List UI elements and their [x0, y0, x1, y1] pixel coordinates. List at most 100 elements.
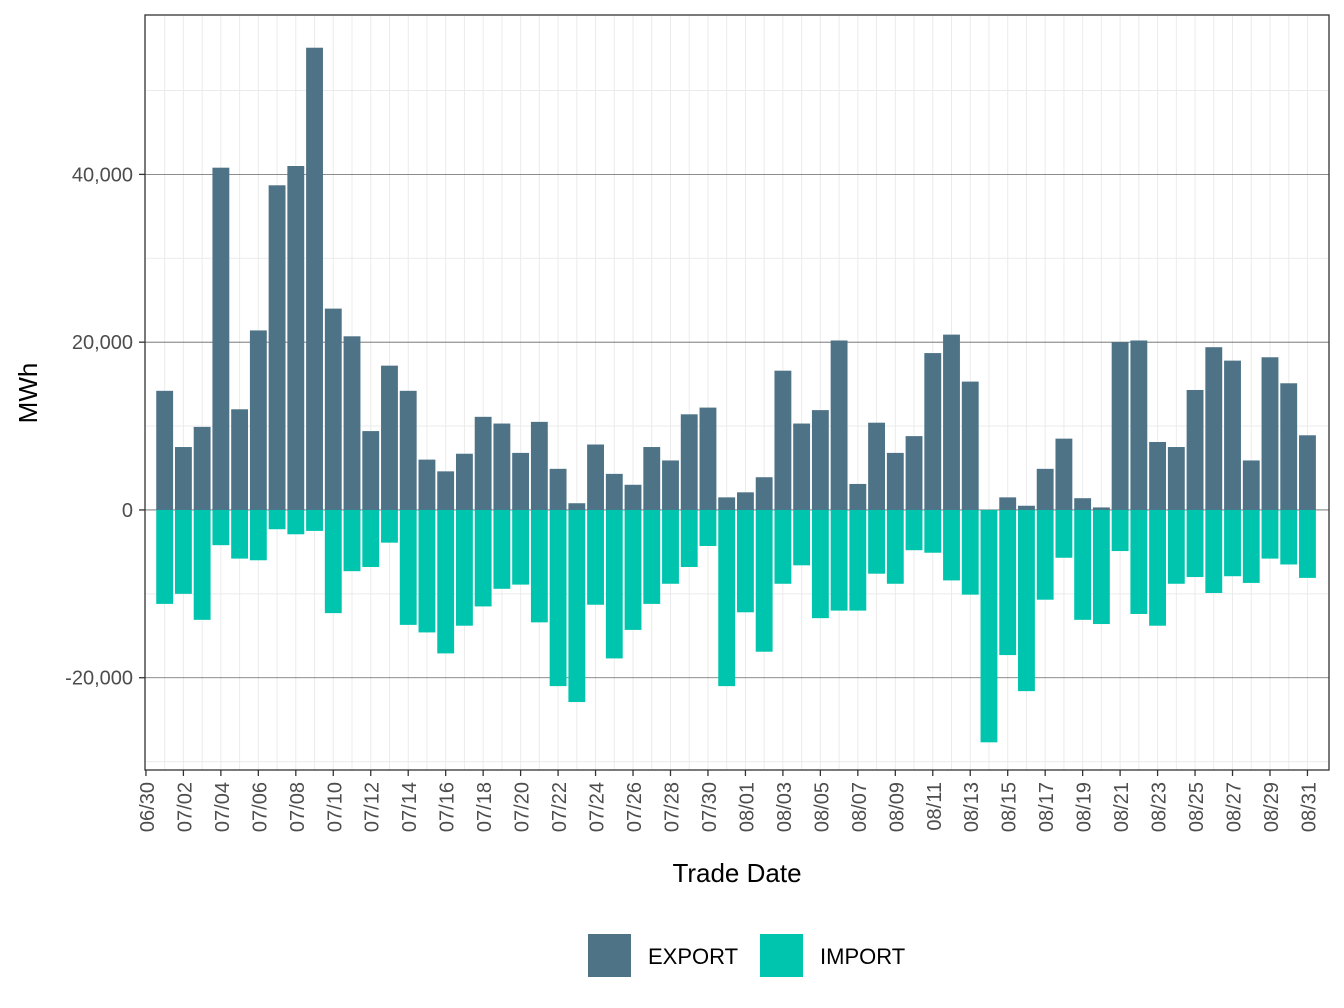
x-tick-label: 07/08	[287, 782, 309, 832]
bar-export-08-02	[755, 477, 773, 510]
bar-import-08-08	[868, 509, 885, 574]
bar-import-08-18	[1055, 509, 1073, 558]
bar-import-07-02	[174, 509, 192, 594]
bar-import-08-14	[980, 509, 998, 743]
bar-import-08-11	[924, 509, 942, 553]
bar-export-08-20	[1092, 507, 1110, 510]
x-axis-title: Trade Date	[672, 858, 801, 888]
bar-export-07-14	[399, 390, 417, 510]
bar-export-08-26	[1205, 347, 1223, 510]
x-tick-label: 07/14	[399, 782, 421, 832]
x-tick-label: 08/29	[1261, 782, 1283, 832]
bar-import-07-01	[156, 509, 174, 604]
bar-export-08-19	[1074, 498, 1092, 510]
x-tick-label: 07/16	[437, 782, 459, 832]
y-tick-label: 20,000	[72, 332, 133, 354]
bar-export-08-07	[849, 483, 867, 510]
bar-export-07-29	[680, 414, 698, 510]
bar-export-07-05	[231, 409, 249, 510]
bar-export-07-08	[287, 166, 305, 510]
y-axis-title: MWh	[13, 363, 43, 424]
x-tick-label: 06/30	[137, 782, 159, 832]
bar-import-07-13	[381, 509, 398, 543]
x-tick-label: 08/01	[736, 782, 758, 832]
bar-export-07-09	[306, 47, 323, 510]
bar-import-08-15	[999, 509, 1017, 656]
bar-export-08-31	[1299, 435, 1316, 510]
bar-export-07-10	[324, 308, 342, 510]
bar-export-08-28	[1242, 460, 1260, 510]
x-tick-label: 08/07	[849, 782, 871, 832]
bar-import-08-31	[1299, 509, 1316, 578]
bar-import-07-10	[324, 509, 342, 614]
bar-import-08-20	[1092, 509, 1110, 625]
bar-import-07-31	[718, 509, 736, 687]
bars-layer	[156, 47, 1316, 743]
bar-import-07-15	[418, 509, 436, 633]
bar-export-08-24	[1167, 447, 1185, 510]
bar-import-08-27	[1224, 509, 1241, 577]
x-tick-label: 07/22	[549, 782, 571, 832]
bar-export-08-10	[905, 436, 923, 510]
bar-import-07-26	[624, 509, 642, 630]
bar-export-07-27	[643, 447, 661, 510]
x-tick-label: 07/20	[512, 782, 534, 832]
bar-export-08-06	[830, 340, 848, 510]
bar-import-08-01	[737, 509, 754, 613]
legend-swatch-export	[588, 934, 631, 977]
legend-label-export: EXPORT	[648, 944, 738, 969]
x-tick-label: 08/09	[886, 782, 908, 832]
bar-import-07-07	[268, 509, 286, 530]
x-axis: 06/30 07/02 07/04 07/06 07/08 07/10 07/12 07/14…	[137, 770, 1320, 832]
bar-export-07-17	[455, 453, 473, 510]
bar-export-07-11	[343, 336, 361, 510]
bar-import-07-23	[568, 509, 586, 703]
bar-import-08-22	[1130, 509, 1148, 614]
x-tick-label: 08/31	[1298, 782, 1320, 832]
bar-export-07-01	[156, 390, 174, 510]
bar-import-07-20	[512, 509, 530, 585]
bar-export-07-13	[381, 365, 398, 510]
bar-export-07-21	[530, 421, 548, 510]
bar-import-08-02	[755, 509, 773, 652]
bar-import-07-16	[437, 509, 455, 654]
x-tick-label: 08/25	[1186, 782, 1208, 832]
x-tick-label: 07/24	[587, 782, 609, 832]
x-tick-label: 07/02	[174, 782, 196, 832]
bar-export-07-12	[362, 431, 380, 510]
bar-import-08-07	[849, 509, 867, 611]
bar-export-07-31	[718, 497, 736, 510]
bar-export-08-25	[1186, 389, 1204, 510]
x-tick-label: 08/17	[1036, 782, 1058, 832]
bar-import-08-03	[774, 509, 792, 584]
bar-export-08-01	[737, 492, 754, 510]
bar-import-07-09	[306, 509, 323, 531]
bar-export-07-25	[605, 473, 623, 510]
bar-export-08-04	[793, 423, 811, 510]
legend-swatch-import	[760, 934, 803, 977]
x-tick-label: 08/21	[1111, 782, 1133, 832]
bar-import-08-17	[1036, 509, 1054, 600]
bar-export-08-15	[999, 497, 1017, 510]
bar-import-08-13	[961, 509, 979, 595]
bar-import-07-25	[605, 509, 623, 659]
bar-import-07-30	[699, 509, 717, 547]
x-tick-label: 07/10	[324, 782, 346, 832]
bar-export-08-29	[1261, 357, 1279, 510]
bar-export-08-12	[943, 334, 960, 510]
x-tick-label: 08/23	[1149, 782, 1171, 832]
bar-import-07-05	[231, 509, 249, 559]
bar-export-07-07	[268, 185, 286, 510]
bar-import-08-21	[1111, 509, 1129, 552]
x-tick-label: 08/27	[1224, 782, 1246, 832]
x-tick-label: 07/06	[249, 782, 271, 832]
y-axis: -20,000 0 20,000 40,000	[65, 164, 145, 690]
bar-import-08-28	[1242, 509, 1260, 583]
bar-export-08-16	[1018, 505, 1035, 510]
y-tick-label: -20,000	[65, 668, 133, 690]
bar-export-07-22	[549, 468, 567, 510]
bar-import-08-06	[830, 509, 848, 611]
bar-export-07-24	[587, 444, 604, 510]
